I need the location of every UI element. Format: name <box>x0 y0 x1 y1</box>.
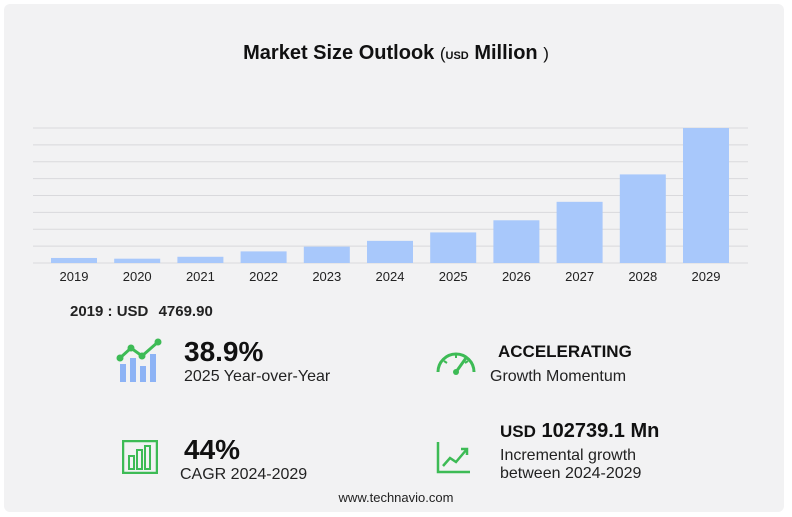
incremental-currency: USD <box>500 422 536 441</box>
bar-2023 <box>303 246 350 263</box>
bar-2025 <box>430 232 477 263</box>
bar-2020 <box>114 258 161 263</box>
base-year: 2019 <box>70 303 104 320</box>
incremental-label-1: Incremental growth <box>500 447 637 464</box>
speedometer-icon <box>436 352 476 375</box>
x-tick-label: 2020 <box>123 269 152 284</box>
x-tick-label: 2027 <box>565 269 594 284</box>
x-tick-label: 2019 <box>60 269 89 284</box>
bar-2028 <box>619 174 666 263</box>
incremental-label-2: between 2024-2029 <box>500 465 642 482</box>
incremental-value: 102739.1 Mn <box>541 420 660 442</box>
bar-2022 <box>240 251 287 263</box>
momentum-stat: ACCELERATING Growth Momentum <box>490 342 632 386</box>
base-sep: : <box>103 303 117 320</box>
cagr-value: 44% <box>184 434 241 465</box>
title-paren-open: ( <box>439 44 446 63</box>
incremental-stat: USD 102739.1 Mn Incremental growth betwe… <box>500 420 659 483</box>
bar-2027 <box>556 201 603 263</box>
bar-2026 <box>493 220 540 263</box>
title-currency: USD <box>445 50 469 62</box>
line-chart-icon <box>436 442 470 474</box>
x-tick-label: 2028 <box>628 269 657 284</box>
incremental-amount: USD 102739.1 Mn <box>500 420 659 443</box>
bar-2021 <box>177 256 224 263</box>
x-tick-label: 2025 <box>439 269 468 284</box>
bar-2019 <box>51 257 97 263</box>
yoy-value: 38.9% <box>184 336 264 367</box>
yoy-label: 2025 Year-over-Year <box>184 368 331 385</box>
title-unit: Million <box>474 42 538 64</box>
base-year-value: 2019 : USD 4769.90 <box>70 303 213 320</box>
footer-url: www.technavio.com <box>338 490 454 505</box>
momentum-value: ACCELERATING <box>498 342 632 361</box>
bar-chart: 2019 2020 2021 2022 2023 2024 2025 2026 2027 2028… <box>33 127 748 284</box>
x-tick-label: 2021 <box>186 269 215 284</box>
x-tick-label: 2026 <box>502 269 531 284</box>
x-tick-label: 2029 <box>692 269 721 284</box>
x-tick-label: 2023 <box>312 269 341 284</box>
yoy-stat: 38.9% 2025 Year-over-Year <box>184 336 330 386</box>
x-tick-label: 2024 <box>376 269 405 284</box>
base-currency: USD <box>116 303 149 320</box>
cagr-label: CAGR 2024-2029 <box>180 466 308 483</box>
bar-line-growth-icon <box>116 338 162 382</box>
title-paren-close: ) <box>543 44 549 63</box>
momentum-label: Growth Momentum <box>490 368 627 385</box>
x-tick-label: 2022 <box>249 269 278 284</box>
bar-2029 <box>683 128 729 263</box>
bar-chart-icon <box>122 440 158 474</box>
title-text: Market Size Outlook <box>243 42 435 64</box>
cagr-stat: 44% CAGR 2024-2029 <box>180 434 307 484</box>
chart-title: Market Size Outlook (USD Million ) <box>0 42 792 65</box>
bar-2024 <box>367 240 413 263</box>
base-amount: 4769.90 <box>158 303 213 320</box>
